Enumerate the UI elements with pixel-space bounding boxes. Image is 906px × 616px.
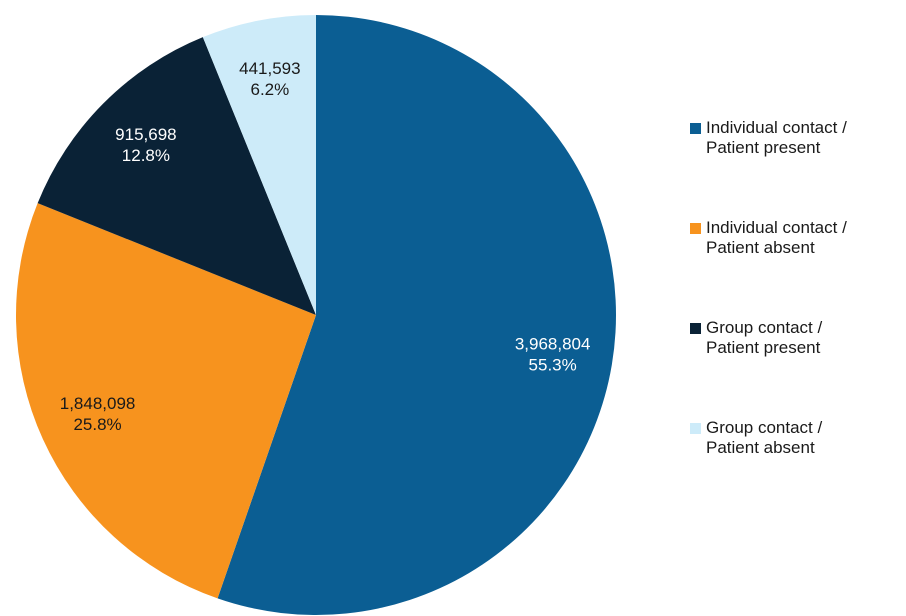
- legend-label: Group contact / Patient absent: [706, 418, 823, 457]
- value-label: 1,848,098: [60, 394, 136, 413]
- legend-item: Individual contact / Patient present: [690, 118, 870, 158]
- legend-swatch: [690, 423, 701, 434]
- legend-label: Individual contact / Patient present: [706, 118, 847, 157]
- pie-slice: [202, 14, 316, 315]
- percent-label: 25.8%: [73, 415, 121, 434]
- value-label: 3,968,804: [515, 334, 591, 353]
- pie-slice: [217, 15, 616, 615]
- legend-item: Group contact / Patient absent: [690, 418, 870, 458]
- pie-slice: [16, 203, 317, 599]
- legend-swatch: [690, 223, 701, 234]
- percent-label: 6.2%: [251, 80, 290, 99]
- percent-label: 12.8%: [122, 146, 170, 165]
- value-label: 441,593: [239, 59, 300, 78]
- value-label: 915,698: [115, 125, 176, 144]
- legend-label: Individual contact / Patient absent: [706, 218, 847, 257]
- percent-label: 55.3%: [529, 355, 577, 374]
- legend-swatch: [690, 123, 701, 134]
- legend-swatch: [690, 323, 701, 334]
- legend-item: Individual contact / Patient absent: [690, 218, 870, 258]
- pie-slice: [37, 37, 316, 316]
- legend-label: Group contact / Patient present: [706, 318, 823, 357]
- legend-item: Group contact / Patient present: [690, 318, 870, 358]
